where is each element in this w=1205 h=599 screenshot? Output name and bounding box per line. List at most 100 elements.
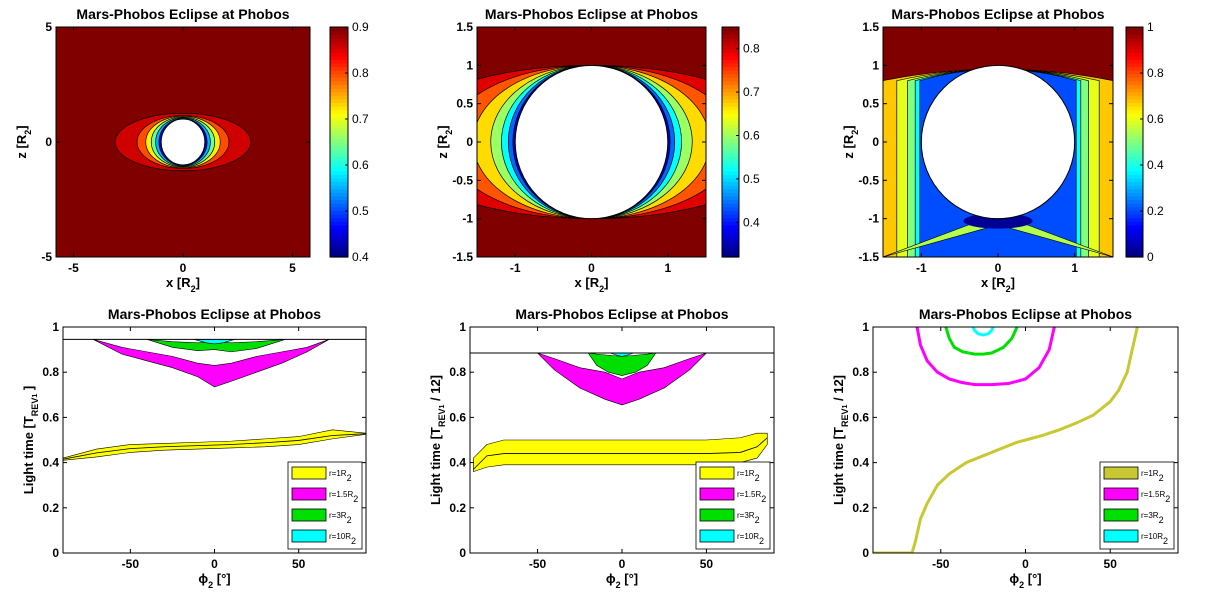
- panel-a-colorbar-cell: [330, 159, 348, 165]
- panel-a-colorbar-label: 0.9: [352, 20, 369, 34]
- panel-a-colorbar-cell: [330, 48, 348, 53]
- panel-a-colorbar-cell: [330, 73, 348, 78]
- panel-b-colorbar-cell: [722, 149, 739, 154]
- panel-a-colorbar-cell: [330, 239, 348, 244]
- panel-e-legend-swatch: [699, 529, 735, 543]
- panel-f-ytick-label: 1: [862, 320, 869, 334]
- panel-a-colorbar-cell: [330, 44, 348, 50]
- panel-a-ytick-label: -5: [41, 250, 52, 264]
- panel-b-colorbar-cell: [722, 210, 739, 215]
- panel-a-colorbar-cell: [330, 106, 348, 111]
- panel-e-xtick-label: 50: [700, 557, 714, 571]
- panel-b-ytick-label: 0.5: [456, 97, 473, 111]
- panel-c-ytick-label: 1: [872, 58, 879, 72]
- panel-e-legend-label: r=3R2: [737, 511, 760, 525]
- panel-b-colorbar-cell: [722, 163, 739, 168]
- panel-c-colorbar-cell: [1126, 120, 1143, 125]
- panel-d-ytick-label: 0.6: [42, 410, 59, 424]
- panel-e-plot: [470, 352, 774, 473]
- panel-f-xtick-label: -50: [932, 557, 950, 571]
- panel-b-ytick-label: -0.5: [452, 173, 473, 187]
- panel-a-colorbar-cell: [330, 206, 348, 211]
- panel-c-colorbar-cell: [1126, 113, 1143, 118]
- panel-e-title: Mars-Phobos Eclipse at Phobos: [515, 306, 728, 322]
- panel-e-legend-swatch: [699, 466, 735, 480]
- panel-c-colorbar-cell: [1126, 149, 1143, 154]
- panel-c: -1 0 1 -1.5 -1 -0.5 0 0.5 1 1.5 Mars-Phobos Eclips…: [841, 6, 1164, 294]
- panel-d-ytick-label: 0.8: [42, 365, 59, 379]
- panel-b-colorbar-cell: [722, 91, 739, 96]
- panel-a-colorbar-cell: [330, 142, 348, 147]
- panel-a-ytick-label: 5: [45, 20, 52, 34]
- panel-b-xtick-label: -1: [510, 261, 521, 275]
- panel-d-legend-swatch: [291, 529, 327, 543]
- panel-b-colorbar-cell: [722, 109, 739, 114]
- panel-b-colorbar-cell: [722, 88, 739, 93]
- panel-b-colorbar-label: 0.8: [743, 42, 760, 56]
- panel-c-colorbar-cell: [1126, 224, 1143, 229]
- panel-f-ytick-label: 0.8: [852, 365, 869, 379]
- panel-b-colorbar-cell: [722, 206, 739, 211]
- panel-c-colorbar-cell: [1126, 206, 1143, 211]
- panel-c-colorbar-cell: [1126, 134, 1143, 140]
- panel-a-colorbar-cell: [330, 55, 348, 60]
- panel-b-colorbar-cell: [722, 242, 739, 247]
- panel-b-colorbar-cell: [722, 192, 739, 197]
- panel-b-ytick-label: -1.5: [452, 250, 473, 264]
- panel-a-colorbar-cell: [330, 145, 348, 150]
- panel-f-legend-label: r=1.5R2: [1141, 490, 1170, 504]
- panel-c-colorbar-cell: [1126, 185, 1143, 190]
- panel-a-colorbar-cell: [330, 27, 348, 32]
- panel-d-ytick-label: 0.4: [42, 456, 59, 470]
- panel-e-xlabel: ϕ2 [°]: [606, 571, 638, 590]
- panel-c-colorbar-cell: [1126, 246, 1143, 251]
- panel-b-colorbar-cell: [722, 80, 739, 86]
- panel-b-colorbar-cell: [722, 98, 739, 104]
- panel-f-legend-swatch: [1103, 466, 1139, 480]
- panel-c-xtick-label: 0: [995, 261, 1002, 275]
- panel-c-colorbar-cell: [1126, 221, 1143, 226]
- panel-c-colorbar-cell: [1126, 127, 1143, 132]
- panel-c-xlabel: x [R2]: [981, 275, 1015, 294]
- panel-a-colorbar-cell: [330, 163, 348, 168]
- panel-c-colorbar-cell: [1126, 73, 1143, 78]
- panel-e-ytick-label: 1: [459, 320, 466, 334]
- panel-b-colorbar-cell: [722, 37, 739, 42]
- panel-c-colorbar-cell: [1126, 199, 1143, 204]
- panel-a-colorbar-cell: [330, 203, 348, 208]
- panel-e: -50 0 50 0 0.2 0.4 0.6 0.8 1 Mars-Phobos Eclipse …: [428, 306, 775, 590]
- panel-a-body-circle: [160, 118, 206, 166]
- panel-f: -50 0 50 0 0.2 0.4 0.6 0.8 1 Mars-Phobos Eclipse …: [831, 306, 1179, 590]
- panel-b-colorbar-cell: [722, 174, 739, 179]
- panel-b-colorbar-cell: [722, 181, 739, 186]
- panel-e-xtick-label: -50: [529, 557, 547, 571]
- panel-e-series-1-band: [473, 432, 768, 473]
- panel-a-colorbar-cell: [330, 113, 348, 118]
- panel-f-legend-swatch: [1103, 508, 1139, 522]
- panel-b-colorbar-cell: [722, 138, 739, 143]
- panel-a-colorbar-cell: [330, 138, 348, 143]
- panel-f-legend-label: r=1R2: [1141, 469, 1164, 483]
- panel-d-xlabel: ϕ2 [°]: [198, 571, 230, 590]
- panel-c-colorbar-cell: [1126, 95, 1143, 100]
- panel-a-colorbar-cell: [330, 228, 348, 233]
- panel-b-colorbar-cell: [722, 152, 739, 157]
- panel-b-field: [477, 27, 706, 257]
- panel-b-title: Mars-Phobos Eclipse at Phobos: [485, 6, 698, 22]
- panel-a-colorbar-cell: [330, 199, 348, 204]
- panel-c-colorbar-label: 0: [1147, 250, 1154, 264]
- panel-c-colorbar-cell: [1126, 44, 1143, 50]
- panel-a-colorbar-cell: [330, 174, 348, 179]
- panel-b-colorbar-cell: [722, 59, 739, 64]
- panel-f-legend-label: r=10R2: [1141, 532, 1168, 546]
- panel-b-colorbar-cell: [722, 217, 739, 222]
- panel-d-legend-swatch: [291, 466, 327, 480]
- panel-e-ytick-label: 0.4: [449, 456, 466, 470]
- panel-b-colorbar-cell: [722, 142, 739, 147]
- panel-b-colorbar-cell: [722, 188, 739, 193]
- panel-c-xtick-label: -1: [916, 261, 927, 275]
- panel-a-colorbar-cell: [330, 253, 348, 258]
- panel-c-colorbar-label: 0.8: [1147, 66, 1164, 80]
- panel-b-xtick-label: 0: [588, 261, 595, 275]
- panel-b-colorbar-cell: [722, 52, 739, 57]
